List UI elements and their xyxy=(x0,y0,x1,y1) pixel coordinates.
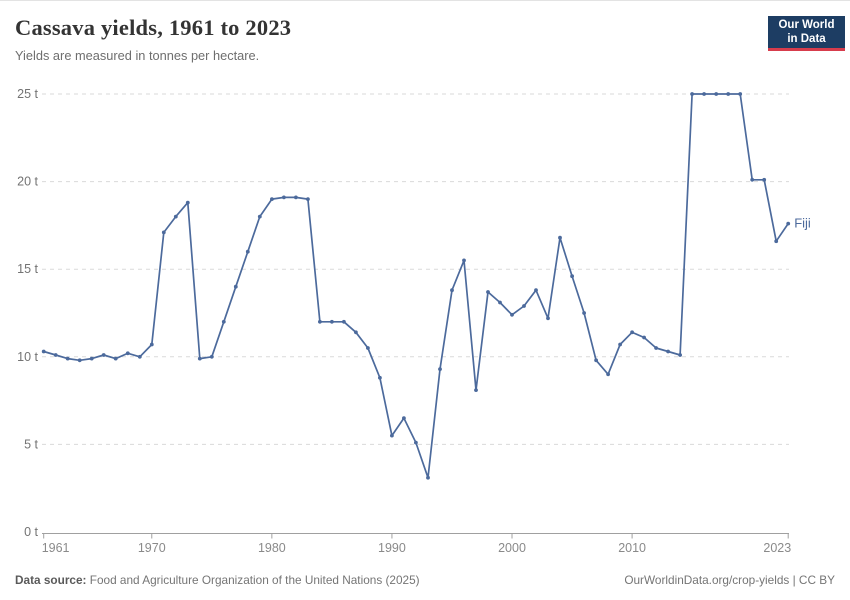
data-point[interactable] xyxy=(89,356,94,361)
logo-text-line1: Our World xyxy=(778,19,835,31)
x-axis-tick-label: 1970 xyxy=(138,541,166,555)
data-point[interactable] xyxy=(450,288,454,293)
data-point[interactable] xyxy=(738,92,743,96)
data-point[interactable] xyxy=(486,290,490,294)
data-point[interactable] xyxy=(245,249,250,254)
owid-logo: Our World in Data xyxy=(768,16,845,51)
y-axis-tick-label: 0 t xyxy=(24,525,38,539)
data-point[interactable] xyxy=(702,92,706,96)
data-source-label: Data source: xyxy=(15,573,87,587)
data-point[interactable] xyxy=(221,319,226,324)
data-point[interactable] xyxy=(113,356,118,361)
data-source: Data source: Food and Agriculture Organi… xyxy=(15,573,420,587)
line-chart: 0 t 5 t 10 t 15 t 20 t 25 t 1961 1970 1980 1990 20… xyxy=(17,87,811,555)
data-point[interactable] xyxy=(594,358,598,363)
data-point[interactable] xyxy=(438,367,442,371)
x-axis-tick-label: 2010 xyxy=(618,541,646,555)
data-point[interactable] xyxy=(690,92,694,96)
data-point[interactable] xyxy=(185,200,190,205)
data-point[interactable] xyxy=(125,351,130,356)
data-point[interactable] xyxy=(774,239,779,244)
y-axis-tick-label: 10 t xyxy=(17,350,38,364)
data-point[interactable] xyxy=(582,311,586,315)
data-point[interactable] xyxy=(414,440,418,445)
logo-text-line2: in Data xyxy=(787,33,826,45)
data-point[interactable] xyxy=(354,330,358,335)
data-point[interactable] xyxy=(318,319,322,324)
data-point[interactable] xyxy=(233,284,238,289)
x-axis-tick-label: 2000 xyxy=(498,541,526,555)
data-line-fiji[interactable] xyxy=(43,93,789,479)
data-point[interactable] xyxy=(750,177,755,182)
data-point[interactable] xyxy=(101,353,106,357)
data-point[interactable] xyxy=(378,375,382,380)
data-point[interactable] xyxy=(426,475,430,480)
data-point[interactable] xyxy=(678,353,682,357)
chart-subtitle: Yields are measured in tonnes per hectar… xyxy=(15,48,260,63)
y-axis-tick-label: 15 t xyxy=(17,262,38,276)
page-title: Cassava yields, 1961 to 2023 xyxy=(15,15,292,40)
data-point[interactable] xyxy=(630,330,634,335)
chart-header: Cassava yields, 1961 to 2023 Yields are … xyxy=(0,1,850,63)
data-point[interactable] xyxy=(474,388,478,392)
data-point[interactable] xyxy=(402,416,406,420)
series-label[interactable]: Fiji xyxy=(794,216,811,231)
x-axis-tick-label: 1961 xyxy=(42,541,70,555)
data-point[interactable] xyxy=(654,346,658,350)
data-point[interactable] xyxy=(522,304,526,308)
data-point[interactable] xyxy=(257,214,262,219)
data-point[interactable] xyxy=(77,358,82,363)
data-point[interactable] xyxy=(546,316,550,321)
data-point[interactable] xyxy=(726,92,731,96)
data-point[interactable] xyxy=(137,354,142,359)
data-point[interactable] xyxy=(161,230,166,235)
data-point[interactable] xyxy=(306,197,310,202)
data-point[interactable] xyxy=(53,353,58,357)
y-axis-tick-label: 25 t xyxy=(17,87,38,101)
x-axis-tick-label: 1990 xyxy=(378,541,406,555)
data-point[interactable] xyxy=(618,342,622,347)
data-point[interactable] xyxy=(534,288,538,293)
data-point[interactable] xyxy=(642,335,646,340)
data-point[interactable] xyxy=(41,349,46,354)
data-point[interactable] xyxy=(366,346,370,350)
y-axis-tick-label: 5 t xyxy=(24,437,38,451)
data-point[interactable] xyxy=(606,372,610,377)
data-point[interactable] xyxy=(149,342,154,347)
chart-footer: Data source: Food and Agriculture Organi… xyxy=(15,573,835,587)
data-point[interactable] xyxy=(570,274,574,279)
data-point[interactable] xyxy=(390,433,394,438)
data-point[interactable] xyxy=(762,177,767,182)
data-point[interactable] xyxy=(498,300,502,305)
y-axis-tick-label: 20 t xyxy=(17,175,38,189)
data-point[interactable] xyxy=(342,319,346,324)
data-point[interactable] xyxy=(714,92,719,96)
data-point[interactable] xyxy=(65,356,70,361)
data-point[interactable] xyxy=(197,356,202,361)
data-point[interactable] xyxy=(173,214,178,219)
data-point[interactable] xyxy=(786,221,791,226)
data-source-text: Food and Agriculture Organization of the… xyxy=(86,573,420,587)
x-axis-tick-label: 1980 xyxy=(258,541,286,555)
data-point[interactable] xyxy=(558,235,562,240)
data-point[interactable] xyxy=(270,197,274,202)
data-point[interactable] xyxy=(462,258,466,263)
data-point[interactable] xyxy=(510,312,514,317)
data-point[interactable] xyxy=(282,195,286,200)
data-point[interactable] xyxy=(294,195,298,200)
data-point[interactable] xyxy=(666,349,670,354)
data-point[interactable] xyxy=(209,354,214,359)
credit-link[interactable]: OurWorldinData.org/crop-yields | CC BY xyxy=(624,573,835,587)
data-point[interactable] xyxy=(330,319,334,324)
x-axis-tick-label: 2023 xyxy=(763,541,791,555)
